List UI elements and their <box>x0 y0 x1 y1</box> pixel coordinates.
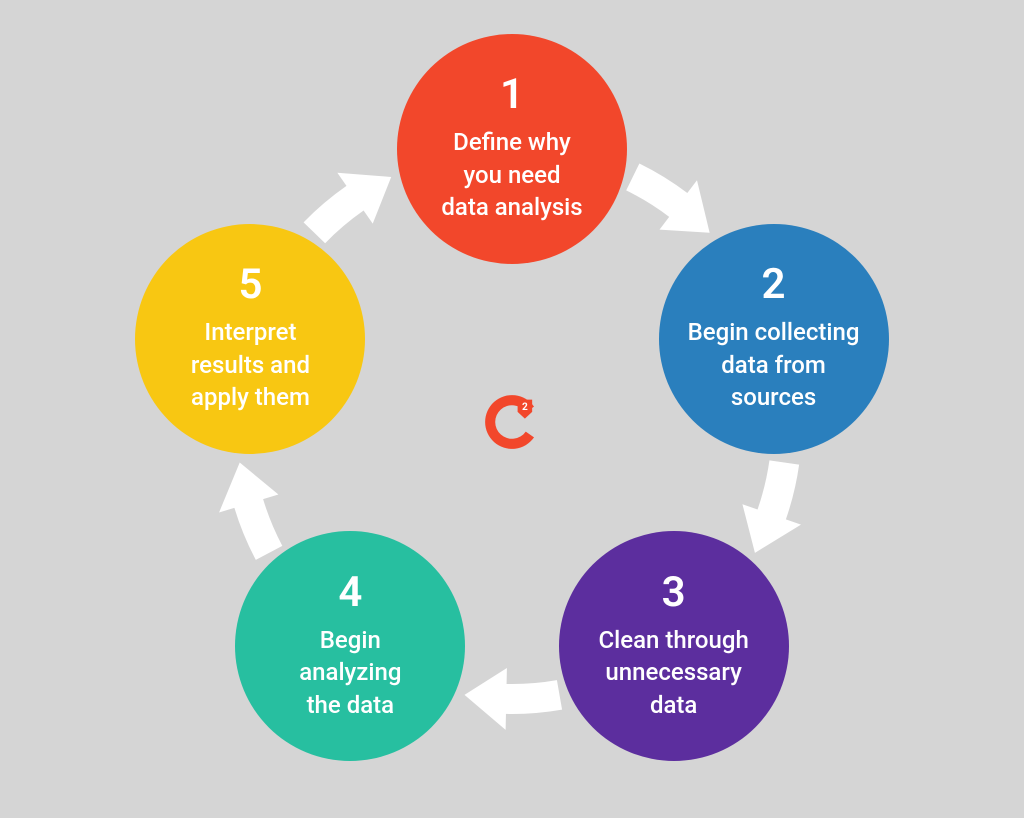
arrow-step-4-to-step-5 <box>219 463 282 560</box>
node-step-2-label: Begin collecting data from sources <box>688 316 860 413</box>
arrow-step-1-to-step-2 <box>626 163 709 232</box>
node-step-5-label: Interpret results and apply them <box>191 316 310 413</box>
arrow-step-5-to-step-1 <box>304 173 392 243</box>
node-step-4: 4 Begin analyzing the data <box>235 531 465 761</box>
node-step-2-number: 2 <box>762 264 786 306</box>
node-step-3: 3 Clean through unnecessary data <box>559 531 789 761</box>
node-step-1-number: 1 <box>500 74 524 116</box>
svg-text:2: 2 <box>522 402 528 413</box>
node-step-5: 5 Interpret results and apply them <box>135 224 365 454</box>
node-step-3-number: 3 <box>662 572 686 614</box>
node-step-4-number: 4 <box>338 572 362 614</box>
diagram-canvas: 1 Define why you need data analysis 2 Begin… <box>0 0 1024 818</box>
node-step-1-label: Define why you need data analysis <box>441 126 582 223</box>
node-step-1: 1 Define why you need data analysis <box>397 34 627 264</box>
node-step-4-label: Begin analyzing the data <box>299 624 401 721</box>
arrow-step-3-to-step-4 <box>465 668 563 730</box>
g2-logo: 2 <box>484 394 540 454</box>
g2-logo-icon: 2 <box>484 394 540 450</box>
node-step-2: 2 Begin collecting data from sources <box>659 224 889 454</box>
arrow-step-2-to-step-3 <box>742 460 801 552</box>
node-step-3-label: Clean through unnecessary data <box>598 624 748 721</box>
node-step-5-number: 5 <box>238 264 262 306</box>
